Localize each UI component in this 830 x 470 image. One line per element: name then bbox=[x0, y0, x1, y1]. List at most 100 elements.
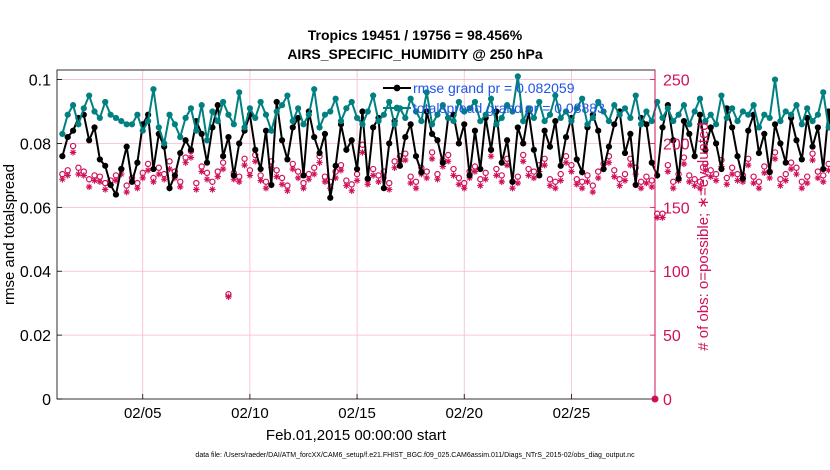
rmse-point bbox=[761, 130, 768, 137]
possible-obs-marker bbox=[541, 155, 548, 162]
evaluated-obs-marker bbox=[509, 184, 516, 192]
possible-obs-marker bbox=[166, 158, 173, 165]
spread-point bbox=[423, 89, 430, 96]
possible-obs-marker bbox=[262, 178, 270, 185]
rmse-point bbox=[680, 118, 688, 125]
rmse-point bbox=[562, 133, 570, 141]
evaluated-obs-marker bbox=[627, 161, 634, 169]
evaluated-obs-marker bbox=[761, 169, 768, 177]
possible-obs-marker bbox=[348, 181, 355, 188]
rmse-point bbox=[627, 130, 634, 137]
evaluated-obs-marker bbox=[423, 174, 430, 182]
rmse-point bbox=[712, 140, 720, 147]
possible-obs-marker bbox=[102, 179, 109, 187]
rmse-point bbox=[182, 137, 189, 144]
spread-point bbox=[316, 124, 323, 131]
possible-obs-marker bbox=[750, 173, 757, 180]
evaluated-obs-marker bbox=[691, 182, 698, 189]
spread-point bbox=[203, 137, 211, 144]
rmse-point bbox=[777, 140, 784, 147]
possible-obs-marker bbox=[134, 179, 141, 187]
possible-obs-marker bbox=[771, 149, 779, 156]
evaluated-obs-marker bbox=[519, 158, 527, 165]
possible-obs-marker bbox=[686, 172, 693, 179]
possible-obs-marker bbox=[182, 154, 189, 161]
possible-obs-marker bbox=[235, 173, 243, 180]
spread-point bbox=[798, 121, 805, 128]
possible-obs-marker bbox=[444, 151, 452, 159]
evaluated-obs-marker bbox=[503, 161, 511, 169]
rmse-point bbox=[771, 121, 779, 128]
rmse-point bbox=[466, 172, 473, 179]
spread-point bbox=[375, 118, 382, 125]
spread-point bbox=[75, 121, 82, 128]
x-tick-label: 02/10 bbox=[231, 405, 269, 422]
possible-obs-marker bbox=[498, 172, 505, 179]
spread-point bbox=[546, 111, 554, 118]
possible-obs-marker bbox=[69, 142, 77, 150]
possible-obs-marker bbox=[589, 182, 597, 189]
rmse-point bbox=[675, 175, 682, 182]
spread-point bbox=[664, 105, 671, 112]
possible-obs-marker bbox=[434, 170, 441, 178]
rmse-point bbox=[359, 108, 366, 115]
rmse-point bbox=[611, 121, 618, 128]
spread-point bbox=[680, 102, 688, 109]
spread-point bbox=[648, 118, 655, 125]
rmse-point bbox=[509, 178, 516, 185]
evaluated-obs-marker bbox=[353, 177, 361, 184]
y-right-tick-label: 150 bbox=[663, 200, 690, 217]
evaluated-obs-marker bbox=[198, 168, 205, 175]
rmse-point bbox=[461, 121, 468, 128]
y-left-tick-label: 0.06 bbox=[20, 200, 51, 217]
spread-point bbox=[268, 127, 275, 134]
evaluated-obs-marker bbox=[160, 176, 168, 183]
spread-point bbox=[59, 130, 66, 137]
evaluated-obs-marker bbox=[96, 178, 104, 185]
possible-obs-marker bbox=[257, 172, 264, 179]
possible-obs-marker bbox=[343, 177, 350, 184]
spread-point bbox=[327, 108, 334, 115]
rmse-point bbox=[814, 124, 821, 131]
possible-obs-marker bbox=[471, 163, 479, 170]
evaluated-obs-marker bbox=[487, 153, 495, 160]
spread-point bbox=[487, 95, 495, 102]
evaluated-obs-marker bbox=[235, 178, 243, 185]
evaluated-obs-marker bbox=[643, 179, 650, 187]
rmse-point bbox=[343, 146, 350, 153]
rmse-point bbox=[782, 159, 789, 166]
evaluated-obs-marker bbox=[450, 172, 457, 179]
evaluated-obs-marker bbox=[471, 168, 479, 175]
spread-point bbox=[525, 105, 532, 112]
evaluated-obs-marker bbox=[702, 167, 709, 174]
evaluated-obs-marker bbox=[653, 214, 661, 221]
spread-point bbox=[295, 105, 302, 112]
possible-obs-marker bbox=[595, 168, 602, 175]
y-left-axis-label: rmse and totalspread bbox=[1, 164, 18, 305]
spread-point bbox=[155, 124, 162, 131]
evaluated-obs-marker bbox=[637, 184, 645, 192]
x-tick-label: 02/15 bbox=[338, 405, 376, 422]
rmse-point bbox=[412, 153, 420, 160]
spread-point bbox=[793, 102, 800, 109]
possible-obs-marker bbox=[782, 170, 789, 178]
rmse-point bbox=[745, 127, 752, 134]
possible-obs-marker bbox=[144, 160, 152, 168]
spread-point bbox=[353, 114, 361, 122]
possible-obs-marker bbox=[278, 174, 286, 182]
spread-point bbox=[257, 98, 264, 106]
possible-obs-marker bbox=[670, 178, 677, 185]
spread-point bbox=[359, 121, 366, 128]
possible-obs-marker bbox=[578, 178, 586, 185]
spread-point bbox=[493, 121, 500, 128]
rmse-point bbox=[541, 127, 548, 134]
evaluated-obs-marker bbox=[59, 176, 66, 183]
x-tick-label: 02/05 bbox=[124, 405, 162, 422]
evaluated-obs-marker bbox=[664, 168, 672, 175]
evaluated-obs-marker bbox=[305, 176, 313, 183]
rmse-point bbox=[112, 191, 120, 198]
evaluated-obs-marker bbox=[659, 214, 666, 221]
spread-point bbox=[80, 105, 87, 112]
evaluated-obs-marker bbox=[825, 167, 830, 174]
evaluated-obs-marker bbox=[525, 172, 532, 179]
